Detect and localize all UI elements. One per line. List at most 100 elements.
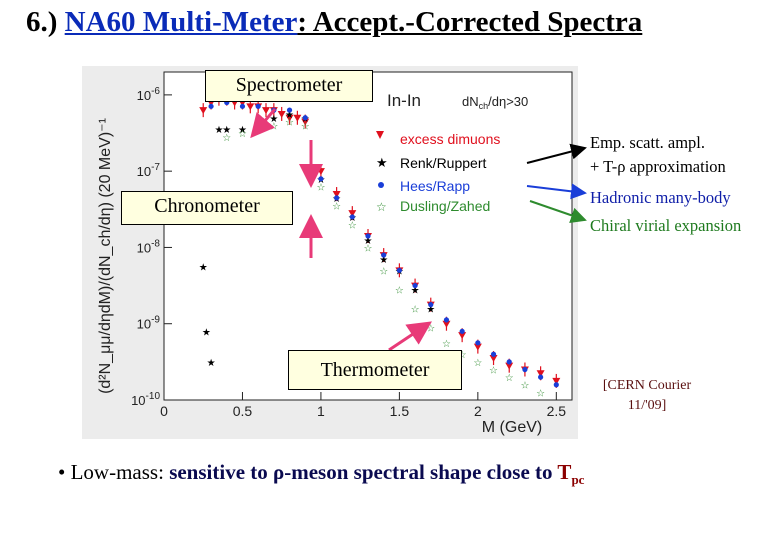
bullet-point: • Low-mass: sensitive to ρ-meson spectra… xyxy=(58,460,584,488)
y-tick-label: 10-10 xyxy=(131,391,160,408)
dusling-point: ☆ xyxy=(301,121,310,132)
dusling-point: ☆ xyxy=(520,381,529,392)
dusling-point: ☆ xyxy=(395,285,404,296)
y-axis-label: (d²N_μμ/dηdM)/(dN_ch/dη) (20 MeV)⁻¹ xyxy=(97,118,114,394)
excess-point xyxy=(489,355,498,363)
renk-point: ★ xyxy=(207,358,216,369)
hees-point xyxy=(208,103,214,109)
hees-point xyxy=(365,233,371,239)
dusling-point: ☆ xyxy=(489,365,498,376)
excess-point xyxy=(199,107,208,115)
cut-label: dNch/dη>30 xyxy=(462,94,528,111)
excess-point xyxy=(293,114,302,122)
legend-entry-renk: Renk/Ruppert xyxy=(400,155,486,171)
excess-point xyxy=(442,320,451,328)
x-axis-label: M (GeV) xyxy=(482,419,542,436)
hees-point xyxy=(538,374,544,380)
excess-point xyxy=(473,343,482,351)
hees-point xyxy=(443,317,450,323)
hees-point xyxy=(349,214,355,220)
title-link[interactable]: NA60 Multi-Meter xyxy=(64,6,298,38)
hees-point xyxy=(475,340,481,346)
hees-point xyxy=(286,107,293,113)
x-tick-label: 0.5 xyxy=(233,403,253,419)
dusling-point: ☆ xyxy=(536,388,545,399)
excess-point xyxy=(536,370,545,378)
hees-point xyxy=(522,366,528,373)
renk-point: ★ xyxy=(364,236,373,247)
dusling-point: ☆ xyxy=(473,358,482,369)
x-tick-label: 2.5 xyxy=(547,403,567,419)
hees-point xyxy=(396,267,402,273)
note-renk-line1: Emp. scatt. ampl. xyxy=(590,133,706,152)
legend-marker-renk: ★ xyxy=(376,155,388,170)
chronometer-label: Chronometer xyxy=(121,191,293,225)
hees-point xyxy=(490,351,497,357)
arrow-thermometer xyxy=(388,321,432,352)
hees-point xyxy=(381,252,387,258)
hees-point xyxy=(334,195,340,201)
renk-point: ★ xyxy=(222,125,231,136)
legend-entry-dusling: Dusling/Zahed xyxy=(400,198,490,214)
excess-point xyxy=(348,210,357,218)
hees-point xyxy=(239,103,246,109)
y-tick-label: 10-8 xyxy=(137,238,161,255)
excess-point xyxy=(458,332,467,340)
system-label: In-In xyxy=(387,91,421,110)
dusling-point: ☆ xyxy=(222,133,231,144)
excess-point xyxy=(277,110,286,118)
legend-marker-excess xyxy=(376,131,384,139)
hees-point xyxy=(412,282,418,289)
title-prefix: 6.) xyxy=(26,6,65,38)
bullet-mark: • xyxy=(58,460,66,484)
hees-point xyxy=(459,328,465,334)
legend-entry-excess: excess dimuons xyxy=(400,131,500,147)
dusling-point: ☆ xyxy=(379,266,388,277)
renk-point: ★ xyxy=(214,125,223,136)
excess-point xyxy=(301,118,310,126)
citation-line2: 11/'09] xyxy=(627,398,667,413)
excess-point xyxy=(552,377,561,385)
renk-point: ★ xyxy=(238,125,247,136)
spectrometer-label: Spectrometer xyxy=(205,70,373,102)
dusling-point: ☆ xyxy=(505,373,514,384)
x-tick-label: 1.5 xyxy=(390,403,410,419)
y-tick-label: 10-6 xyxy=(137,86,161,103)
excess-point xyxy=(505,362,514,370)
hees-point xyxy=(553,382,559,388)
renk-point: ★ xyxy=(426,304,435,315)
y-tick-label: 10-9 xyxy=(137,315,161,332)
excess-point xyxy=(332,191,341,199)
hees-point xyxy=(318,176,324,182)
bullet-lead: Low-mass: xyxy=(70,460,170,484)
note-hees: Hadronic many-body xyxy=(590,188,731,207)
renk-point: ★ xyxy=(199,263,208,274)
title-rest: : Accept.-Corrected Spectra xyxy=(297,6,643,38)
renk-point: ★ xyxy=(202,327,211,338)
dusling-point: ☆ xyxy=(348,221,357,232)
dusling-point: ☆ xyxy=(316,182,325,193)
bullet-bold: sensitive to ρ-meson spectral shape clos… xyxy=(169,460,558,484)
dusling-point: ☆ xyxy=(442,339,451,350)
citation: [CERN Courier 11/'09] xyxy=(588,376,706,416)
legend: excess dimuons ★ Renk/Ruppert Hees/Rapp … xyxy=(376,131,500,214)
note-dusling: Chiral virial expansion xyxy=(590,216,742,235)
hees-point xyxy=(255,103,261,109)
renk-point: ★ xyxy=(411,285,420,296)
x-tick-label: 2 xyxy=(474,403,482,419)
hees-point xyxy=(428,302,434,308)
bullet-tpc: Tpc xyxy=(557,460,585,488)
dusling-point: ☆ xyxy=(238,129,247,140)
y-tick-label: 10-7 xyxy=(137,162,161,179)
dusling-point: ☆ xyxy=(426,324,435,335)
dusling-point: ☆ xyxy=(458,350,467,361)
arrow-spectrometer xyxy=(250,108,277,139)
hees-point xyxy=(506,359,512,365)
x-tick-label: 1 xyxy=(317,403,325,419)
dusling-point: ☆ xyxy=(364,243,373,254)
x-tick-label: 0 xyxy=(160,403,168,419)
citation-line1: [CERN Courier xyxy=(602,378,692,393)
excess-point xyxy=(262,107,270,115)
legend-marker-dusling: ☆ xyxy=(376,200,387,214)
